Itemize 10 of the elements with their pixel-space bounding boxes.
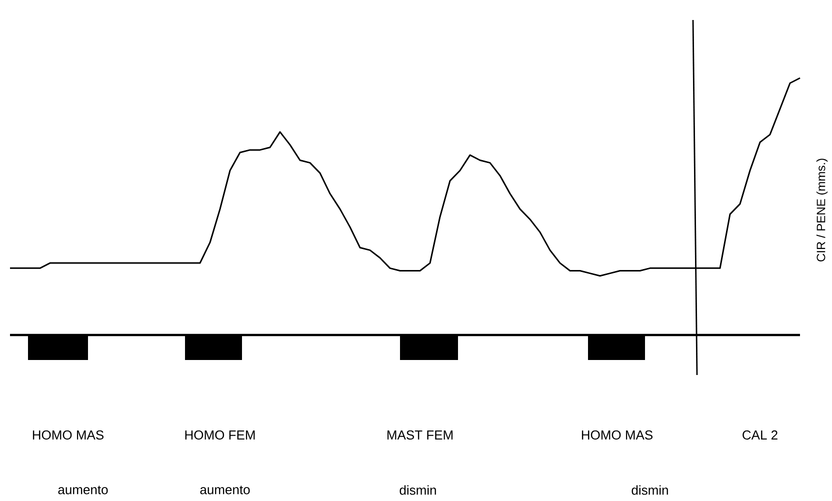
y-axis-title: CIR / PENE (mms.) bbox=[816, 158, 828, 262]
text: MAST FEM bbox=[387, 430, 453, 440]
text: HOMO MAS bbox=[32, 430, 104, 440]
text: HOMO FEM bbox=[185, 430, 255, 440]
text: HOMO MAS bbox=[582, 430, 653, 440]
text: aumento bbox=[200, 486, 250, 494]
text: aumento bbox=[58, 486, 108, 494]
text: dismin bbox=[400, 485, 436, 495]
text: CAL 2 bbox=[742, 430, 778, 440]
text: dismin bbox=[632, 485, 668, 495]
